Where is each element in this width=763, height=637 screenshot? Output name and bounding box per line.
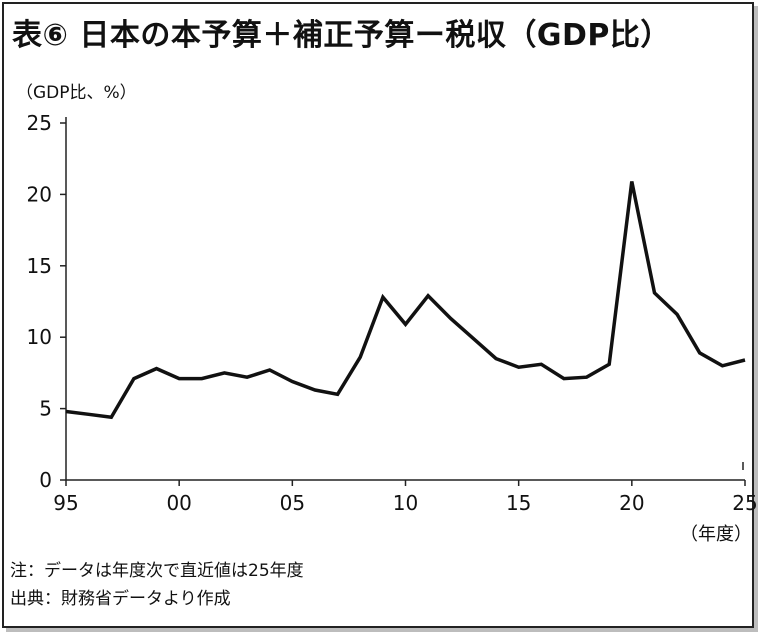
y-tick-label: 10 <box>27 325 52 349</box>
y-tick-label: 0 <box>39 468 52 492</box>
y-tick-label: 25 <box>27 111 52 135</box>
footnote-data-note: 注：データは年度次で直近値は25年度 <box>10 561 304 581</box>
x-tick-label: 20 <box>619 491 644 515</box>
x-tick-label: 95 <box>53 491 78 515</box>
series-line <box>65 181 746 420</box>
y-tick-label: 15 <box>27 254 52 278</box>
y-tick-label: 20 <box>27 182 52 206</box>
y-axis-unit-label: （GDP比、%） <box>16 83 137 103</box>
x-tick-label: 10 <box>393 491 418 515</box>
x-tick-label: 15 <box>506 491 531 515</box>
footnote-source: 出典：財務省データより作成 <box>10 589 231 609</box>
x-tick-label: 25 <box>732 491 757 515</box>
x-tick-label: 05 <box>280 491 305 515</box>
x-axis-label: （年度） <box>680 524 752 545</box>
x-tick-label: 00 <box>166 491 191 515</box>
chart-title: 表⑥ 日本の本予算＋補正予算ー税収（GDP比） <box>12 18 671 53</box>
y-tick-label: 5 <box>39 397 52 421</box>
